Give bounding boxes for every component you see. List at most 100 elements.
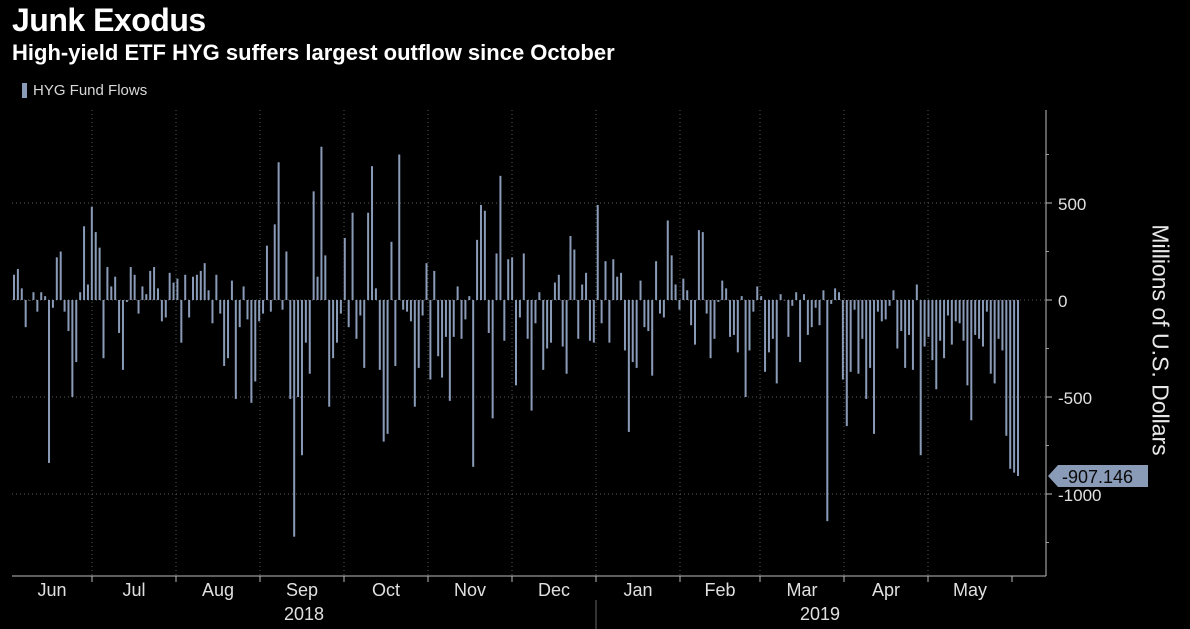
bar bbox=[425, 263, 428, 300]
bar bbox=[421, 300, 424, 316]
bar bbox=[390, 241, 393, 300]
bar bbox=[748, 300, 751, 351]
bar bbox=[958, 300, 961, 324]
bar bbox=[281, 300, 284, 310]
bar bbox=[398, 154, 401, 300]
bar bbox=[694, 300, 697, 345]
bar bbox=[830, 300, 833, 304]
bar bbox=[978, 300, 981, 339]
bar bbox=[230, 280, 233, 300]
year-label: 2018 bbox=[284, 604, 324, 624]
bar bbox=[351, 212, 354, 300]
last-value-label: -907.146 bbox=[1062, 467, 1133, 487]
bar bbox=[269, 300, 272, 312]
bar bbox=[406, 300, 409, 312]
bar bbox=[779, 294, 782, 300]
bar bbox=[13, 274, 15, 300]
bar bbox=[837, 292, 840, 300]
bar bbox=[658, 300, 661, 314]
bar bbox=[86, 284, 89, 300]
x-tick-label: Dec bbox=[538, 580, 570, 600]
bar bbox=[806, 300, 809, 335]
x-tick-label: Feb bbox=[704, 580, 735, 600]
bar bbox=[429, 300, 432, 380]
bar bbox=[207, 290, 210, 300]
bar bbox=[736, 300, 739, 353]
bar bbox=[316, 276, 319, 300]
bar bbox=[367, 212, 370, 300]
bar bbox=[180, 300, 183, 343]
bar bbox=[674, 284, 677, 300]
bar bbox=[670, 255, 673, 300]
bar bbox=[273, 224, 276, 300]
bar bbox=[989, 300, 992, 374]
bar bbox=[985, 300, 988, 312]
bar bbox=[705, 300, 708, 314]
bar bbox=[238, 300, 241, 328]
bar bbox=[690, 300, 693, 326]
bar bbox=[328, 300, 331, 407]
bar bbox=[573, 249, 576, 300]
x-tick-label: Jul bbox=[122, 580, 145, 600]
bar bbox=[546, 300, 549, 349]
bar bbox=[771, 300, 774, 339]
bar bbox=[853, 300, 856, 310]
bar bbox=[974, 300, 977, 335]
bar bbox=[476, 239, 479, 300]
bar bbox=[783, 300, 786, 301]
bar bbox=[686, 290, 689, 300]
bar bbox=[448, 300, 451, 401]
bar bbox=[802, 294, 805, 300]
bar bbox=[935, 300, 938, 390]
bar bbox=[483, 210, 486, 300]
bar bbox=[596, 204, 599, 300]
bar bbox=[456, 286, 459, 300]
bar bbox=[869, 300, 872, 368]
bar bbox=[1001, 300, 1004, 351]
bar bbox=[701, 232, 704, 300]
bar bbox=[133, 274, 136, 300]
bar bbox=[697, 230, 700, 300]
bar bbox=[71, 300, 74, 397]
bar bbox=[332, 300, 335, 359]
x-tick-label: Jun bbox=[37, 580, 66, 600]
x-tick-label: May bbox=[953, 580, 987, 600]
bar bbox=[386, 300, 389, 434]
bar bbox=[623, 300, 626, 351]
bar bbox=[355, 300, 358, 339]
bar bbox=[371, 166, 374, 300]
bar bbox=[40, 292, 43, 300]
bar bbox=[289, 300, 292, 399]
bar bbox=[441, 300, 444, 378]
bar bbox=[713, 300, 716, 339]
bar bbox=[507, 259, 510, 300]
legend-label: HYG Fund Flows bbox=[33, 82, 148, 99]
bar bbox=[981, 300, 984, 347]
bar bbox=[620, 272, 623, 300]
bar bbox=[962, 300, 965, 341]
bar bbox=[254, 300, 257, 382]
bar bbox=[153, 267, 156, 300]
bar bbox=[818, 300, 821, 326]
x-tick-label: Aug bbox=[202, 580, 234, 600]
bar bbox=[141, 286, 144, 300]
bar bbox=[635, 300, 638, 368]
bar bbox=[63, 300, 66, 312]
bar bbox=[28, 300, 31, 301]
bar bbox=[553, 282, 556, 300]
bar bbox=[114, 276, 117, 300]
bar bbox=[215, 274, 218, 300]
x-tick-label: Nov bbox=[454, 580, 486, 600]
bars bbox=[13, 146, 1019, 537]
bar bbox=[845, 300, 848, 427]
bar bbox=[740, 296, 743, 300]
bar bbox=[1005, 300, 1008, 436]
bar bbox=[156, 288, 159, 300]
bar bbox=[495, 253, 498, 300]
bar bbox=[997, 300, 1000, 339]
bar bbox=[363, 300, 366, 368]
bar bbox=[503, 300, 506, 341]
bar bbox=[915, 284, 918, 300]
bar bbox=[841, 300, 844, 380]
bar bbox=[491, 300, 494, 419]
